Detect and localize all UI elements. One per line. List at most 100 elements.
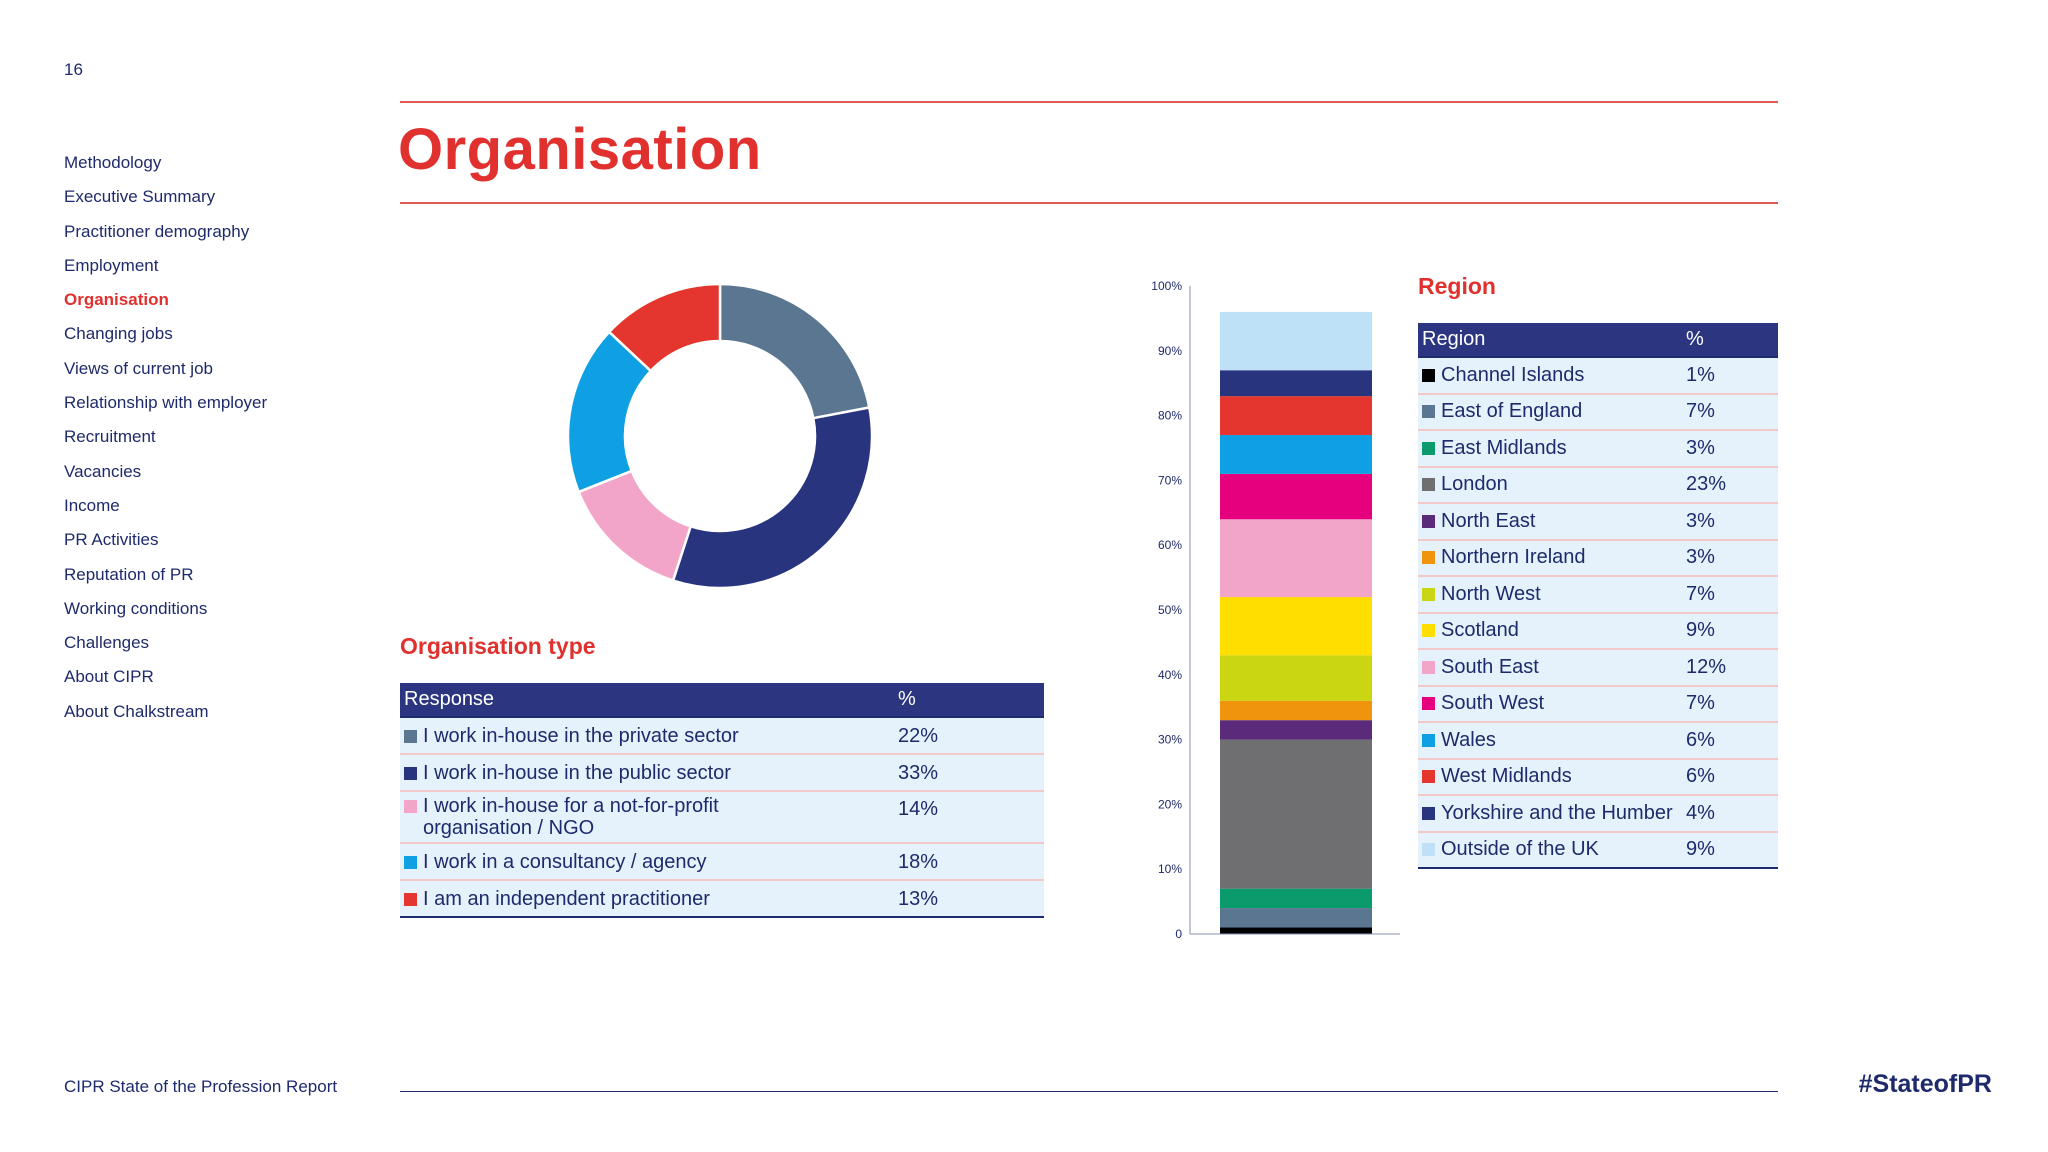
region-name-cell: South East — [1418, 649, 1682, 687]
nav-item-income[interactable]: Income — [64, 495, 120, 515]
percent-cell: 6% — [1682, 722, 1778, 760]
nav-item-views-of-current-job[interactable]: Views of current job — [64, 358, 213, 378]
percent-cell: 14% — [894, 791, 1044, 844]
percent-cell: 23% — [1682, 466, 1778, 504]
nav-item-relationship-with-employer[interactable]: Relationship with employer — [64, 393, 268, 413]
table-row: London 23% — [1418, 466, 1778, 504]
region-name: West Midlands — [1441, 765, 1572, 788]
nav-item-organisation[interactable]: Organisation — [64, 290, 169, 310]
percent-cell: 12% — [1682, 649, 1778, 687]
bar-segment — [1220, 908, 1372, 928]
region-name-cell: East Midlands — [1418, 430, 1682, 468]
color-swatch-icon — [1422, 697, 1435, 711]
percent-cell: 7% — [1682, 393, 1778, 431]
color-swatch-icon — [1422, 368, 1435, 382]
percent-cell: 3% — [1682, 539, 1778, 577]
region-title: Region — [1418, 273, 1496, 299]
percent-cell: 3% — [1682, 503, 1778, 541]
response-label: I work in a consultancy / agency — [423, 850, 707, 873]
region-stacked-bar-chart: 0 10% 20% 30% 40% 50% 60% 70% 80% 90% 100% — [1151, 279, 1400, 941]
table-row: Scotland 9% — [1418, 612, 1778, 650]
y-tick-label: 30% — [1158, 733, 1182, 747]
region-name: Outside of the UK — [1441, 838, 1599, 861]
y-tick-label: 90% — [1158, 344, 1182, 358]
nav-item-reputation-of-pr[interactable]: Reputation of PR — [64, 564, 194, 584]
response-label-line2: organisation / NGO — [423, 817, 595, 839]
page-title: Organisation — [398, 117, 762, 182]
y-tick-label: 80% — [1158, 409, 1182, 423]
percent-cell: 18% — [894, 843, 1044, 881]
response-text: I work in a consultancy / agency — [423, 851, 706, 873]
bar-segment — [1220, 396, 1372, 436]
bar-segment — [1220, 720, 1372, 740]
region-name-cell: East of England — [1418, 393, 1682, 431]
region-name-cell: Northern Ireland — [1418, 539, 1682, 577]
response-label-wrap: I work in-house for a not-for-profit orga… — [404, 795, 890, 839]
region-name: North East — [1441, 509, 1536, 532]
region-name-cell: Outside of the UK — [1418, 831, 1682, 869]
region-name: Wales — [1441, 728, 1496, 751]
percent-cell: 1% — [1682, 357, 1778, 395]
footer-rule — [400, 1091, 1778, 1092]
response-label-wrap: I work in-house in the private sector — [404, 725, 890, 747]
y-tick-label: 20% — [1158, 797, 1182, 811]
region-name: East of England — [1441, 400, 1583, 423]
nav-item-working-conditions[interactable]: Working conditions — [64, 598, 208, 618]
nav-item-employment[interactable]: Employment — [64, 255, 159, 275]
nav-item-changing-jobs[interactable]: Changing jobs — [64, 324, 173, 344]
donut-slice — [671, 406, 874, 590]
response-label: I work in-house for a not-for-profit — [423, 795, 719, 817]
region-name: Channel Islands — [1441, 363, 1585, 386]
title-top-rule — [400, 101, 1778, 103]
color-swatch-icon — [1422, 405, 1435, 419]
response-label: I work in-house in the public sector — [423, 761, 731, 784]
nav-item-challenges[interactable]: Challenges — [64, 633, 150, 653]
region-name: Scotland — [1441, 619, 1519, 642]
nav-item-pr-activities[interactable]: PR Activities — [64, 530, 159, 550]
response-cell: I work in-house in the public sector — [400, 754, 894, 792]
table-row: South East 12% — [1418, 649, 1778, 687]
nav-item-about-chalkstream[interactable]: About Chalkstream — [64, 701, 209, 721]
color-swatch-icon — [1422, 551, 1435, 565]
region-name: South West — [1441, 692, 1545, 715]
side-navigation: Methodology Executive Summary Practitioner… — [64, 146, 267, 729]
color-swatch-icon — [1422, 441, 1435, 455]
region-name-cell: West Midlands — [1418, 758, 1682, 796]
region-name-cell: Channel Islands — [1418, 357, 1682, 395]
table-row: Channel Islands 1% — [1418, 357, 1778, 395]
color-swatch-icon — [1422, 587, 1435, 601]
table-row: I work in a consultancy / agency 18% — [400, 843, 1044, 881]
nav-item-practitioner-demography[interactable]: Practitioner demography — [64, 221, 250, 241]
color-swatch-icon — [404, 892, 417, 906]
response-label-wrap: I am an independent practitioner — [404, 888, 890, 910]
y-tick-label: 70% — [1158, 473, 1182, 487]
nav-item-about-cipr[interactable]: About CIPR — [64, 667, 154, 687]
response-text: I am an independent practitioner — [423, 888, 710, 910]
y-tick-label: 60% — [1158, 538, 1182, 552]
donut-slice — [577, 469, 693, 583]
response-label-wrap: I work in a consultancy / agency — [404, 851, 890, 873]
color-swatch-icon — [1422, 770, 1435, 784]
table-row: West Midlands 6% — [1418, 758, 1778, 796]
table-row: East of England 7% — [1418, 393, 1778, 431]
y-tick-label: 0 — [1175, 927, 1182, 941]
bar-segment — [1220, 370, 1372, 397]
response-label-wrap: I work in-house in the public sector — [404, 762, 890, 784]
response-label: I work in-house in the private sector — [423, 724, 739, 747]
y-tick-label: 10% — [1158, 862, 1182, 876]
nav-item-recruitment[interactable]: Recruitment — [64, 427, 156, 447]
bar-segment — [1220, 473, 1372, 520]
percent-cell: 3% — [1682, 430, 1778, 468]
percent-cell: 7% — [1682, 576, 1778, 614]
table-row: Yorkshire and the Humber 4% — [1418, 795, 1778, 833]
bar-segment — [1220, 927, 1372, 934]
table-row: South West 7% — [1418, 685, 1778, 723]
percent-cell: 9% — [1682, 831, 1778, 869]
nav-item-methodology[interactable]: Methodology — [64, 153, 162, 172]
bar-segment — [1220, 519, 1372, 598]
nav-item-executive-summary[interactable]: Executive Summary — [64, 187, 216, 207]
nav-item-vacancies[interactable]: Vacancies — [64, 461, 142, 481]
response-label: I am an independent practitioner — [423, 887, 710, 910]
table-row: Wales 6% — [1418, 722, 1778, 760]
region-name-cell: Yorkshire and the Humber — [1418, 795, 1682, 833]
